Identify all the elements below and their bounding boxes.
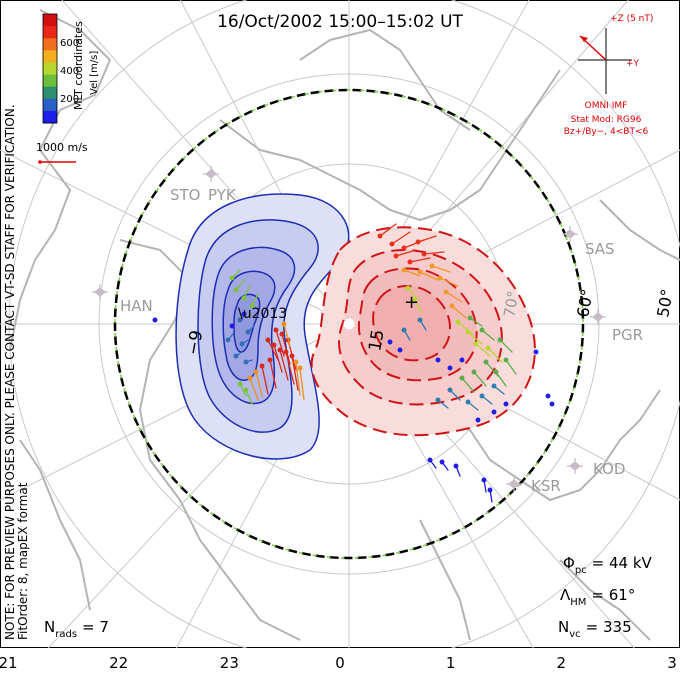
mlt-tick-label: 1	[446, 654, 456, 672]
radar-count: Nrads = 7	[44, 618, 109, 640]
station-label-kod: KOD	[593, 460, 625, 478]
mlt-tick-label: 22	[109, 654, 128, 672]
mlt-tick-label: 2	[557, 654, 567, 672]
imf-z-label: +Z (5 nT)	[610, 14, 653, 24]
imf-source: OMNI IMF	[585, 101, 628, 111]
pole-marker	[343, 318, 355, 330]
station-label-sto: STO	[170, 186, 201, 204]
latitude-label-70: 70°	[500, 289, 522, 318]
imf-y-label: +Y	[626, 59, 640, 69]
colorbar-swatch	[43, 98, 57, 112]
dawn-convection-cell	[310, 226, 536, 437]
colorbar-swatch	[43, 62, 57, 76]
scale-vector-label: 1000 m/s	[36, 141, 88, 154]
colorbar-swatch	[43, 110, 57, 124]
velocity-colorbar	[43, 14, 57, 124]
velocity-vectors	[152, 223, 555, 503]
station-label-pyk: PYK	[208, 186, 237, 204]
preview-note: NOTE: FOR PREVIEW PURPOSES ONLY. PLEASE …	[3, 104, 17, 640]
positive-contour-label: 15	[365, 328, 388, 353]
colorbar-swatch	[43, 14, 57, 27]
latitude-label-50: 50°	[653, 287, 677, 318]
mlt-tick-label: 23	[220, 654, 239, 672]
negative-contour-label: −9	[183, 329, 207, 357]
hm-latitude: ΛHM = 61°	[560, 586, 635, 608]
colorbar-frame	[42, 13, 58, 124]
potential-minimum-marker: \u2013	[238, 306, 287, 322]
colorbar-swatch	[43, 74, 57, 88]
cross-polar-potential: Φpc = 44 kV	[563, 554, 653, 576]
station-label-han: HAN	[120, 297, 153, 315]
imf-clock-dial	[578, 28, 632, 94]
coordinates-label: MLT coordinates	[72, 21, 85, 110]
fit-order-note: FitOrder: 8, mapEX format	[16, 482, 30, 640]
station-label-pgr: PGR	[612, 326, 643, 344]
station-label-sas: SAS	[585, 240, 615, 258]
hm-boundary	[113, 88, 585, 560]
colorbar-swatch	[43, 26, 57, 39]
colorbar-swatch	[43, 38, 57, 51]
colorbar-tick-200: 200	[60, 94, 79, 105]
mlt-tick-label: 21	[0, 654, 18, 672]
potential-maximum-marker: +	[404, 292, 419, 313]
map-title: 16/Oct/2002 15:00–15:02 UT	[217, 12, 463, 32]
station-label-ksr: KSR	[531, 477, 561, 495]
colorbar-label: Vel [m/s]	[89, 51, 100, 95]
mlt-tick-label: 0	[335, 654, 345, 672]
coastlines	[9, 9, 680, 641]
vector-count: Nvc = 335	[558, 618, 632, 640]
mlt-axis: 21 22 23 0 1 2 3	[0, 654, 677, 672]
colorbar-tick-600: 600	[60, 38, 79, 49]
colorbar-swatch	[43, 50, 57, 63]
mlt-tick-label: 3	[667, 654, 677, 672]
colorbar-tick-400: 400	[60, 66, 79, 77]
radar-station-markers	[92, 166, 606, 492]
colorbar-swatch	[43, 86, 57, 100]
hm-boundary-green	[114, 89, 584, 559]
latitude-label-60: 60°	[573, 287, 597, 318]
imf-condition: Bz+/By−, 4<BT<6	[564, 127, 649, 137]
imf-model: Stat Mod: RG96	[571, 115, 642, 125]
